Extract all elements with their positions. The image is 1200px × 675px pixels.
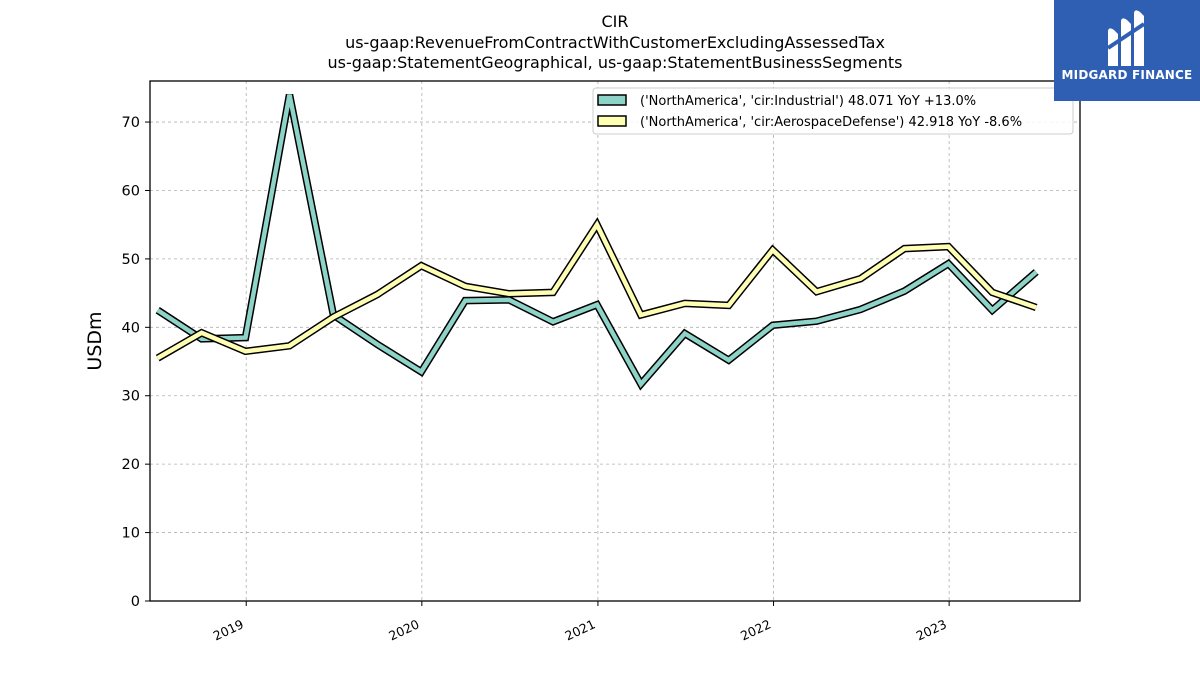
plot-frame (149, 80, 1081, 602)
legend-swatch (597, 94, 627, 106)
y-tick-label: 10 (122, 526, 140, 542)
x-tick-label: 2023 (914, 616, 949, 643)
brand-mark-icon (1106, 10, 1146, 66)
legend-entry: ('NorthAmerica', 'cir:AerospaceDefense')… (640, 115, 1022, 130)
legend: ('NorthAmerica', 'cir:Industrial') 48.07… (592, 87, 1074, 135)
y-tick-label: 70 (122, 115, 140, 131)
legend-box (592, 87, 1074, 135)
series-0-line (156, 94, 1038, 389)
legend-swatch (597, 115, 627, 127)
brand-logo: MIDGARD FINANCE (1054, 0, 1200, 101)
chart-titles: CIR us-gaap:RevenueFromContractWithCusto… (328, 12, 903, 72)
y-tick-label: 0 (131, 594, 140, 610)
x-tick-label: 2021 (562, 616, 597, 643)
y-axis: 0 10 20 30 40 50 60 70 (122, 115, 150, 610)
series-0-outline (155, 93, 1039, 391)
brand-name: MIDGARD FINANCE (1061, 68, 1193, 82)
chart-subtitle-concept: us-gaap:RevenueFromContractWithCustomerE… (345, 33, 885, 52)
y-tick-label: 50 (122, 252, 140, 268)
x-tick-label: 2019 (211, 616, 246, 643)
x-tick-label: 2020 (386, 616, 421, 643)
y-tick-label: 30 (122, 389, 140, 405)
y-tick-label: 20 (122, 457, 140, 473)
chart-title: CIR (601, 12, 628, 31)
y-tick-label: 40 (122, 320, 140, 336)
x-axis: 2019 2020 2021 2022 2023 (211, 601, 950, 643)
y-tick-label: 60 (122, 183, 140, 199)
legend-entry: ('NorthAmerica', 'cir:Industrial') 48.07… (640, 94, 976, 109)
series-layer (155, 93, 1039, 391)
x-tick-label: 2022 (738, 616, 773, 643)
chart-subtitle-segments: us-gaap:StatementGeographical, us-gaap:S… (328, 53, 903, 72)
y-axis-label: USDm (84, 311, 106, 370)
